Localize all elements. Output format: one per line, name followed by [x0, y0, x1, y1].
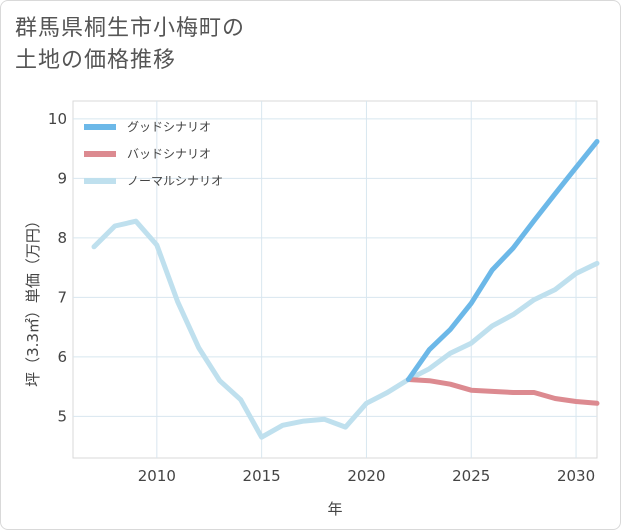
y-tick-label-8: 8	[57, 229, 67, 247]
series-line-0	[405, 139, 600, 382]
series-line-1	[405, 377, 600, 406]
legend-label-2: ノーマルシナリオ	[127, 174, 223, 188]
y-tick-label-6: 6	[57, 348, 67, 366]
x-axis-title: 年	[327, 500, 342, 518]
axis-ticks: 2010 2015 2020 2025 2030 5 6 7 8 9 10	[48, 110, 595, 485]
series-line-2	[91, 218, 600, 440]
x-tick-label-2020: 2020	[347, 467, 385, 485]
x-tick-label-2025: 2025	[452, 467, 490, 485]
chart-title-line-2: 土地の価格推移	[15, 48, 177, 73]
chart-title-line-1: 群馬県桐生市小梅町の	[15, 16, 246, 41]
y-tick-label-10: 10	[48, 110, 67, 128]
legend-label-0: グッドシナリオ	[127, 120, 211, 134]
y-axis-title: 坪（3.3㎡）単価（万円）	[24, 213, 42, 387]
series-lines	[91, 139, 600, 440]
y-tick-label-7: 7	[57, 288, 67, 306]
legend-label-1: バッドシナリオ	[127, 147, 211, 161]
chart-title: 群馬県桐生市小梅町の 土地の価格推移	[15, 13, 245, 77]
x-tick-label-2030: 2030	[557, 467, 595, 485]
grid	[73, 101, 597, 458]
x-tick-label-2015: 2015	[243, 467, 281, 485]
y-tick-label-5: 5	[57, 407, 67, 425]
plot-area	[72, 100, 598, 459]
y-tick-label-9: 9	[57, 169, 67, 187]
x-tick-label-2010: 2010	[138, 467, 176, 485]
